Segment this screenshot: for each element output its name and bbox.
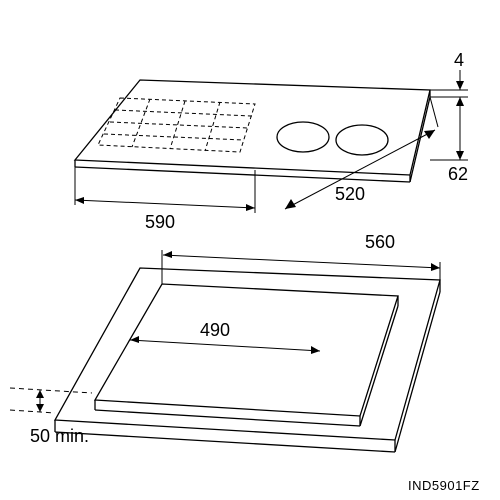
dimension-560: 560 [162,232,440,284]
burner-circle-2 [336,125,388,155]
model-code: IND5901FZ [408,478,480,493]
burner-circle-1 [277,122,329,152]
countertop-cutout [55,268,440,452]
dimension-thickness-4: 4 [430,50,468,115]
dim-50min-label: 50 min. [30,426,89,446]
dim-590-label: 590 [145,212,175,232]
dimension-50min: 50 min. [10,388,92,446]
flex-zone-grid [98,98,255,152]
dimension-width-590: 590 [75,167,255,232]
dim-560-label: 560 [365,232,395,252]
dim-520-label: 520 [335,184,365,204]
dim-62-label: 62 [448,164,468,184]
dimension-490: 490 [130,320,320,354]
cooktop-top-view [75,80,430,182]
dim-4-label: 4 [454,50,464,70]
dim-490-label: 490 [200,320,230,340]
dimension-height-62: 62 [430,97,468,184]
